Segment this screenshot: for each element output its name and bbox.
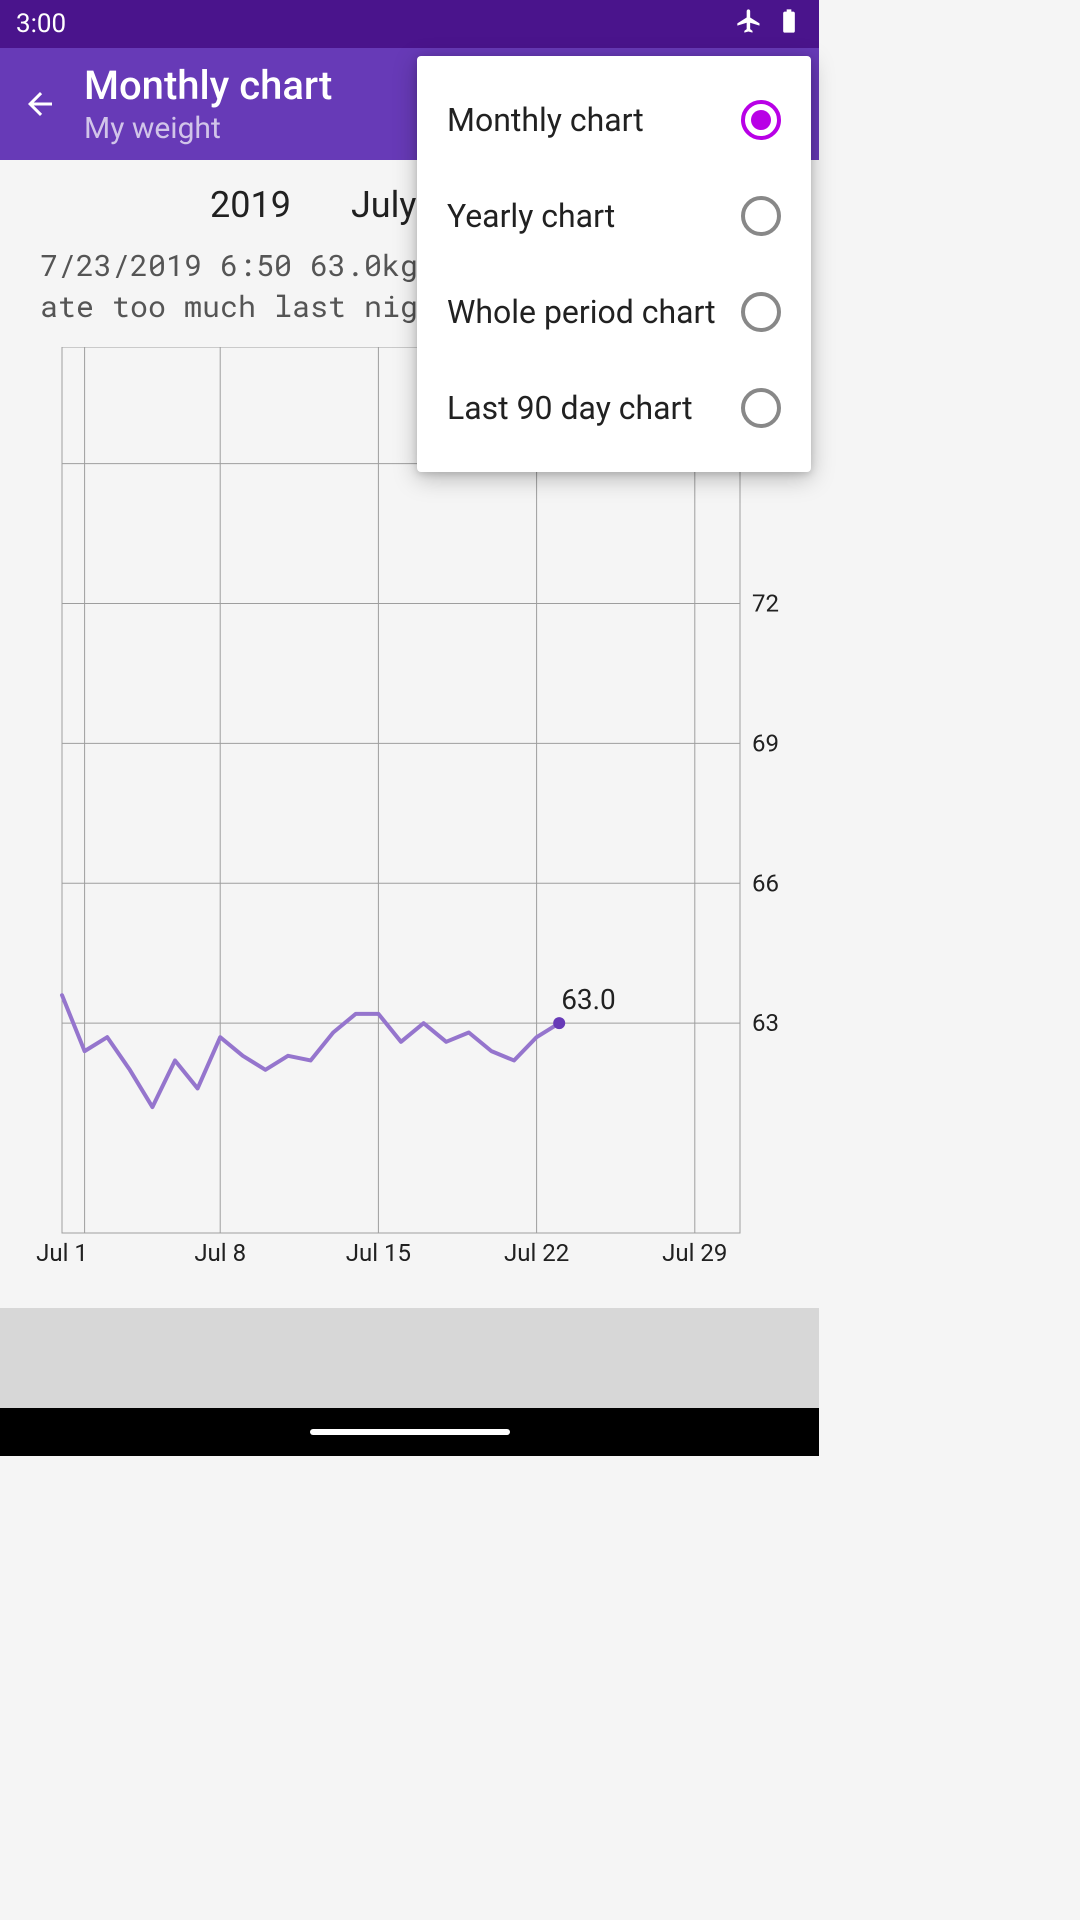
svg-text:63: 63	[752, 1009, 779, 1037]
back-arrow-icon	[22, 86, 58, 122]
app-bar-titles: Monthly chart My weight	[84, 62, 332, 146]
chart-type-option[interactable]: Last 90 day chart	[417, 360, 811, 456]
radio-icon	[741, 292, 781, 332]
svg-text:66: 66	[752, 869, 779, 897]
radio-icon	[741, 100, 781, 140]
status-bar: 3:00	[0, 0, 819, 48]
svg-text:72: 72	[752, 589, 779, 617]
back-button[interactable]	[16, 80, 64, 128]
month-selector[interactable]: July	[351, 184, 417, 226]
radio-icon	[741, 388, 781, 428]
nav-handle[interactable]	[310, 1429, 510, 1435]
chart-type-option-label: Last 90 day chart	[447, 389, 693, 427]
chart-type-option-label: Whole period chart	[447, 293, 716, 331]
svg-text:Jul 29: Jul 29	[662, 1239, 727, 1267]
battery-icon	[775, 7, 803, 42]
svg-text:Jul 15: Jul 15	[346, 1239, 411, 1267]
svg-text:Jul 8: Jul 8	[194, 1239, 246, 1267]
chart-type-menu: Monthly chart Yearly chart Whole period ch…	[417, 56, 811, 472]
svg-text:69: 69	[752, 729, 779, 757]
svg-text:Jul 22: Jul 22	[504, 1239, 569, 1267]
year-selector[interactable]: 2019	[210, 184, 291, 226]
weight-line-chart-svg: 6366697275Jul 1Jul 8Jul 15Jul 22Jul 2963…	[0, 347, 819, 1277]
svg-text:63.0: 63.0	[561, 983, 616, 1016]
status-icons	[735, 7, 803, 42]
chart-type-option[interactable]: Whole period chart	[417, 264, 811, 360]
airplane-mode-icon	[735, 7, 763, 42]
system-nav-bar	[0, 1408, 819, 1456]
chart-type-option[interactable]: Yearly chart	[417, 168, 811, 264]
weight-chart[interactable]: 6366697275Jul 1Jul 8Jul 15Jul 22Jul 2963…	[0, 347, 819, 1277]
chart-type-option[interactable]: Monthly chart	[417, 72, 811, 168]
chart-type-option-label: Yearly chart	[447, 197, 615, 235]
page-subtitle: My weight	[84, 111, 332, 146]
page-title: Monthly chart	[84, 62, 332, 109]
status-time: 3:00	[16, 9, 66, 39]
svg-text:Jul 1: Jul 1	[36, 1239, 88, 1267]
bottom-ad-bar	[0, 1308, 819, 1408]
radio-icon	[741, 196, 781, 236]
chart-type-option-label: Monthly chart	[447, 101, 644, 139]
